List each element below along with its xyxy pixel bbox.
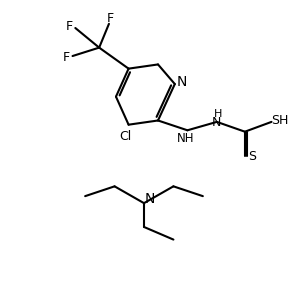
- Text: F: F: [63, 51, 70, 64]
- Text: F: F: [107, 12, 114, 25]
- Text: N: N: [145, 192, 155, 206]
- Text: F: F: [66, 20, 73, 33]
- Text: S: S: [248, 150, 256, 163]
- Text: H: H: [214, 109, 223, 119]
- Text: SH: SH: [271, 114, 289, 127]
- Text: N: N: [212, 116, 222, 129]
- Text: NH: NH: [176, 132, 194, 145]
- Text: N: N: [177, 75, 187, 89]
- Text: Cl: Cl: [120, 130, 132, 143]
